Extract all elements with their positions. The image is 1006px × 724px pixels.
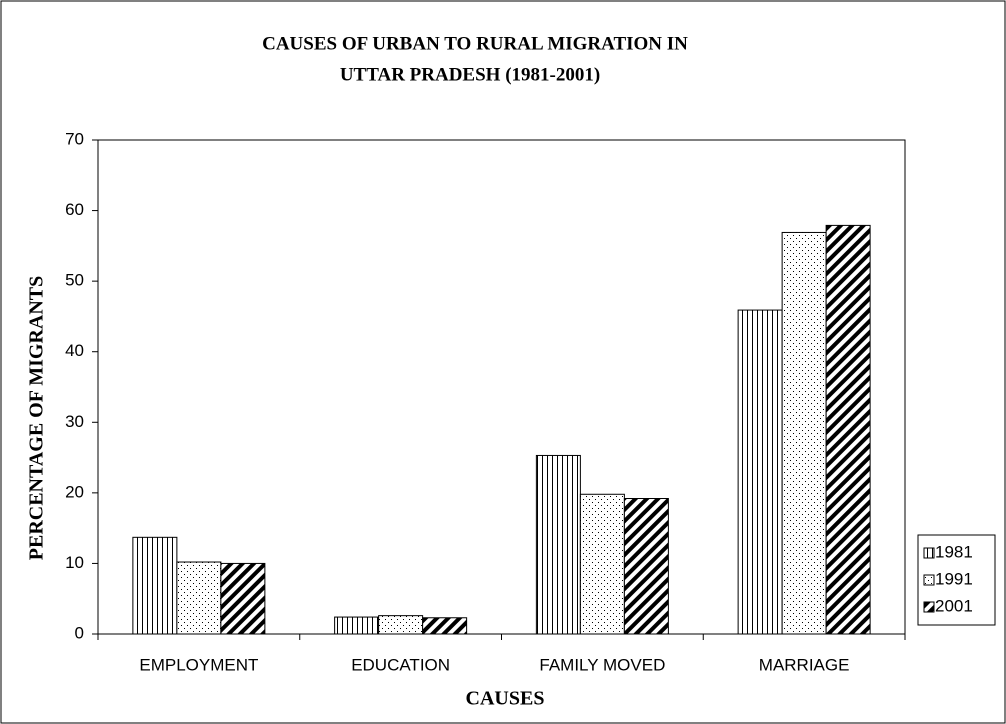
x-axis-label: CAUSES [466, 688, 545, 710]
y-tick-label: 10 [65, 553, 84, 572]
bar [579, 493, 625, 635]
bar [334, 616, 380, 635]
x-tick-label: MARRIAGE [759, 655, 850, 674]
legend-swatch [923, 601, 935, 613]
bar [132, 536, 178, 635]
bar [825, 224, 871, 635]
bar [781, 231, 827, 635]
x-tick-label: FAMILY MOVED [539, 655, 665, 674]
y-tick-label: 30 [65, 412, 84, 431]
y-tick-label: 20 [65, 482, 84, 501]
y-tick-label: 70 [65, 129, 84, 148]
y-axis-label: PERCENTAGE OF MIGRANTS [26, 276, 48, 560]
y-tick-label: 50 [65, 271, 84, 290]
y-tick-label: 60 [65, 200, 84, 219]
legend-label: 1991 [935, 569, 973, 588]
legend-swatch [923, 574, 935, 586]
bar [378, 615, 424, 635]
bar [623, 498, 669, 635]
x-tick-label: EMPLOYMENT [139, 655, 258, 674]
chart-title: UTTAR PRADESH (1981-2001) [340, 64, 600, 85]
legend-label: 2001 [935, 596, 973, 615]
bar [220, 562, 266, 635]
bar [535, 454, 581, 635]
legend-swatch [923, 547, 935, 559]
bar [737, 309, 783, 635]
y-tick-label: 0 [75, 623, 84, 642]
x-tick-label: EDUCATION [351, 655, 450, 674]
chart-title: CAUSES OF URBAN TO RURAL MIGRATION IN [262, 33, 688, 54]
y-tick-label: 40 [65, 341, 84, 360]
bar [176, 561, 222, 635]
bar [422, 617, 468, 635]
legend-label: 1981 [935, 542, 973, 561]
